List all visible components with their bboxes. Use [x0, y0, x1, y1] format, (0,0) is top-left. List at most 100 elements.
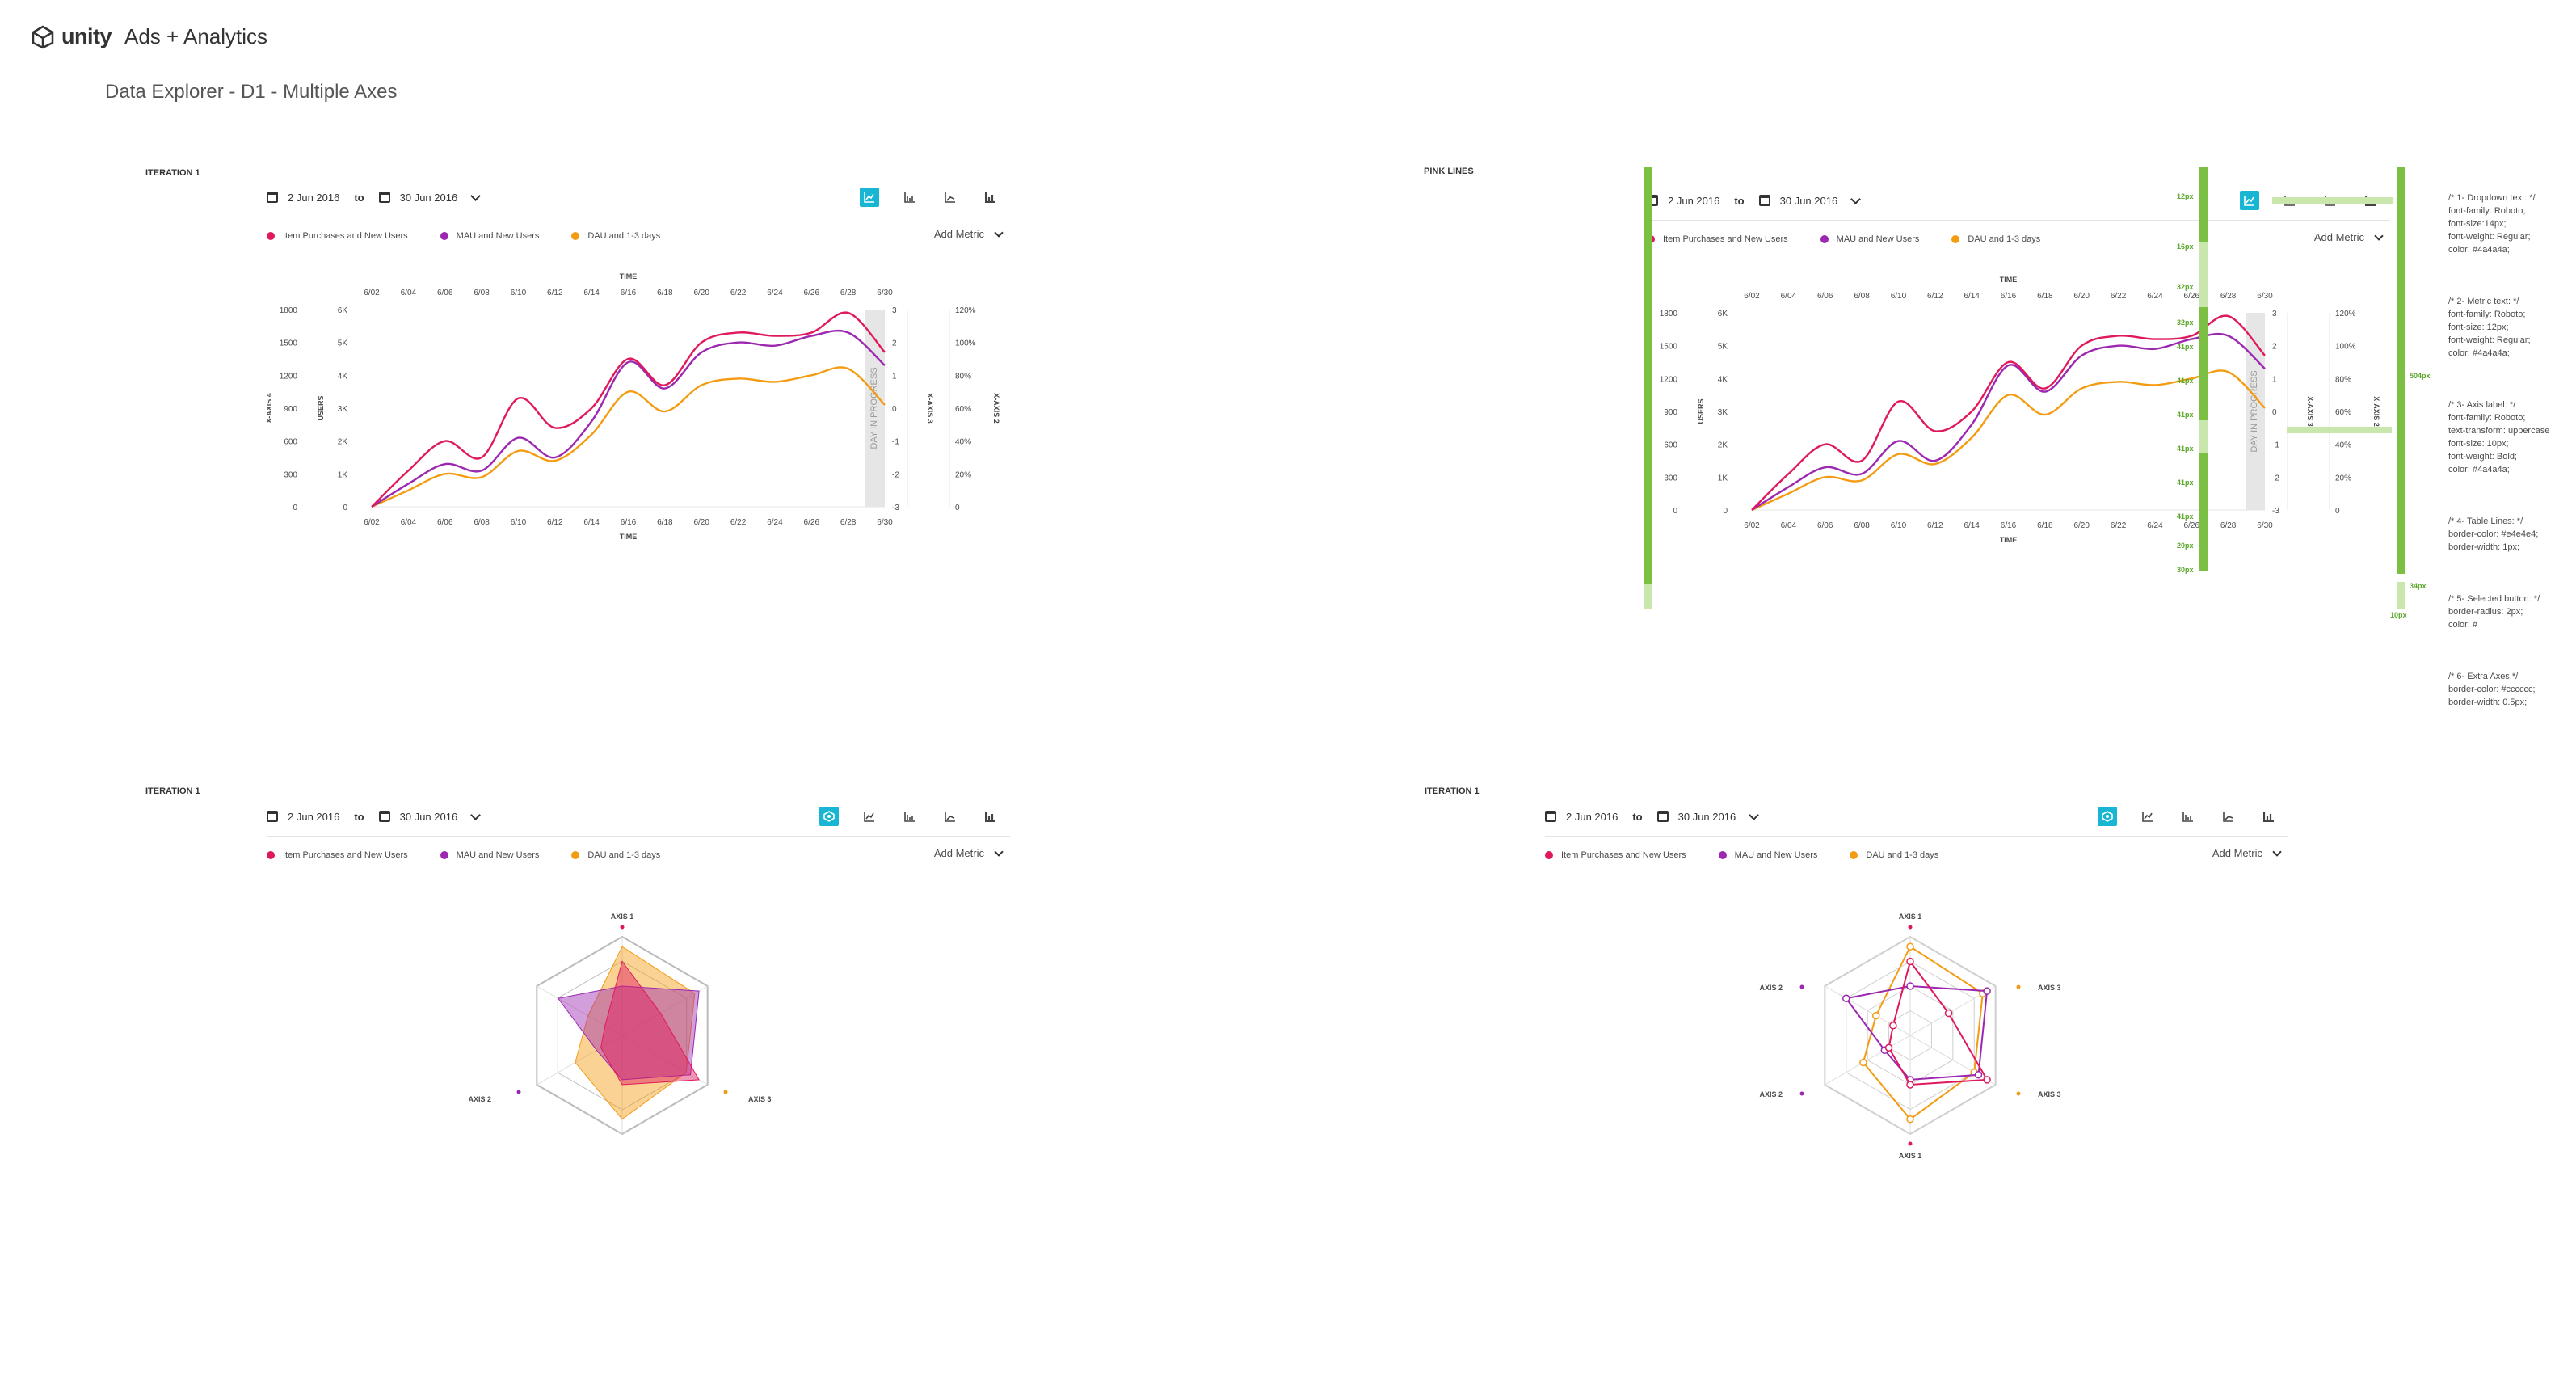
css-note: /* 6- Extra Axes */ border-color: #ccccc… [2448, 672, 2536, 707]
legend-item[interactable]: Item Purchases and New Users [1647, 234, 1788, 244]
chevron-down-icon[interactable] [470, 809, 482, 820]
y-tick-label: 2K [338, 438, 348, 447]
product-name: Ads + Analytics [124, 24, 268, 48]
column-chart-button[interactable] [2259, 807, 2279, 826]
legend-item[interactable]: MAU and New Users [1718, 850, 1817, 860]
add-metric-label: Add Metric [2212, 847, 2262, 859]
x-axis-title: TIME [620, 272, 638, 280]
date-from[interactable]: 2 Jun 2016 [1566, 810, 1618, 823]
area-chart-button[interactable] [2219, 807, 2238, 826]
radar-series [557, 985, 700, 1081]
panel-radar-chart-2: 2 Jun 2016 to 30 Jun 2016 Item Purchases… [1545, 800, 2288, 1181]
legend-dot [571, 232, 580, 240]
spacing-label: 30px [2177, 566, 2194, 574]
date-from[interactable]: 2 Jun 2016 [288, 810, 340, 823]
radar-chart-button[interactable] [819, 807, 839, 826]
y-tick-label: 80% [955, 372, 971, 381]
y-tick-label: 60% [955, 405, 971, 414]
x-tick-label: 6/02 [1744, 292, 1760, 301]
area-chart-button[interactable] [941, 188, 960, 207]
x-tick-label: 6/10 [1891, 521, 1907, 530]
calendar-icon[interactable] [267, 192, 278, 203]
line-chart-button[interactable] [2138, 807, 2157, 826]
bar-chart-button[interactable] [900, 188, 920, 207]
bar-chart-button[interactable] [900, 807, 920, 826]
calendar-icon[interactable] [378, 811, 390, 822]
day-in-progress-label: DAY IN PROGRESS [869, 367, 879, 449]
spacing-label: 41px [2177, 343, 2194, 351]
y-tick-label: 0 [1673, 507, 1677, 516]
y-tick-label: -3 [892, 504, 899, 512]
calendar-icon[interactable] [1545, 811, 1556, 822]
y-tick-label: -1 [892, 438, 899, 447]
radar-spoke [537, 1035, 623, 1086]
date-from[interactable]: 2 Jun 2016 [288, 191, 340, 204]
x-axis-title: TIME [620, 533, 638, 541]
date-to[interactable]: 30 Jun 2016 [399, 191, 458, 204]
add-metric-button[interactable]: Add Metric [2314, 230, 2384, 243]
radar-axis-label: AXIS 3 [748, 1095, 772, 1103]
legend-item[interactable]: MAU and New Users [440, 850, 539, 860]
legend-item[interactable]: DAU and 1-3 days [1850, 850, 1938, 860]
y-tick-label: 40% [2335, 441, 2351, 450]
add-metric-button[interactable]: Add Metric [934, 227, 1004, 240]
date-to[interactable]: 30 Jun 2016 [399, 810, 458, 823]
spacing-label: 41px [2177, 478, 2194, 487]
radar-chart-icon [2102, 811, 2113, 822]
radar-series [1888, 959, 1989, 1086]
date-to[interactable]: 30 Jun 2016 [1779, 194, 1838, 207]
chevron-down-icon[interactable] [1749, 809, 1760, 820]
unity-logo-icon [32, 25, 54, 48]
chevron-down-icon[interactable] [1850, 193, 1862, 204]
y-tick-label: 120% [2335, 310, 2356, 318]
to-label: to [1632, 810, 1643, 823]
line-chart-button[interactable] [860, 188, 879, 207]
y-tick-label: 1800 [280, 306, 298, 315]
calendar-icon[interactable] [378, 192, 390, 203]
legend-item[interactable]: Item Purchases and New Users [267, 231, 408, 241]
date-to[interactable]: 30 Jun 2016 [1677, 810, 1736, 823]
chevron-down-icon[interactable] [470, 190, 482, 201]
divider [1545, 836, 2288, 837]
legend-item[interactable]: MAU and New Users [1820, 234, 1919, 244]
spacing-guide [2199, 420, 2208, 453]
radar-axis-marker [1908, 925, 1913, 930]
y-tick-label: 1800 [1660, 310, 1678, 318]
legend-item[interactable]: Item Purchases and New Users [1545, 850, 1686, 860]
x-tick-label: 6/08 [1854, 292, 1870, 301]
x-tick-label: 6/12 [1927, 521, 1943, 530]
column-chart-button[interactable] [981, 188, 1000, 207]
chevron-down-icon [2374, 230, 2384, 241]
area-chart-button[interactable] [941, 807, 960, 826]
legend-item[interactable]: DAU and 1-3 days [571, 850, 660, 860]
y-tick-label: 300 [284, 470, 297, 479]
trend-chart-icon [945, 812, 955, 822]
calendar-icon[interactable] [267, 811, 278, 822]
legend-item[interactable]: DAU and 1-3 days [1951, 234, 2040, 244]
bar-chart-button[interactable] [2178, 807, 2198, 826]
line-chart-button[interactable] [2240, 191, 2259, 210]
bar-chart-icon [904, 812, 915, 822]
add-metric-button[interactable]: Add Metric [934, 846, 1004, 859]
x-tick-label: 6/28 [840, 289, 857, 297]
x-tick-label: 6/06 [437, 518, 453, 527]
legend-item[interactable]: DAU and 1-3 days [571, 231, 660, 241]
date-from[interactable]: 2 Jun 2016 [1668, 194, 1720, 207]
radar-chart-button[interactable] [2098, 807, 2117, 826]
line-chart-button[interactable] [860, 807, 879, 826]
x-tick-label: 6/12 [547, 518, 563, 527]
radar-chart-outline: AXIS 1 AXIS 2 AXIS 2 AXIS 3 AXIS 3 AXIS 1 [1759, 913, 2060, 1160]
x-tick-label: 6/08 [1854, 521, 1870, 530]
y-tick-label: 300 [1664, 474, 1677, 483]
legend-dot [1850, 851, 1858, 859]
column-chart-button[interactable] [981, 807, 1000, 826]
calendar-icon[interactable] [1758, 195, 1770, 206]
radar-axis-label: AXIS 2 [1759, 1090, 1783, 1098]
legend-item[interactable]: Item Purchases and New Users [267, 850, 408, 860]
x-tick-label: 6/24 [767, 289, 783, 297]
x-tick-label: 6/18 [2037, 292, 2053, 301]
add-metric-button[interactable]: Add Metric [2212, 846, 2282, 859]
x-tick-label: 6/22 [2111, 292, 2127, 301]
calendar-icon[interactable] [1656, 811, 1669, 822]
legend-item[interactable]: MAU and New Users [440, 231, 539, 241]
